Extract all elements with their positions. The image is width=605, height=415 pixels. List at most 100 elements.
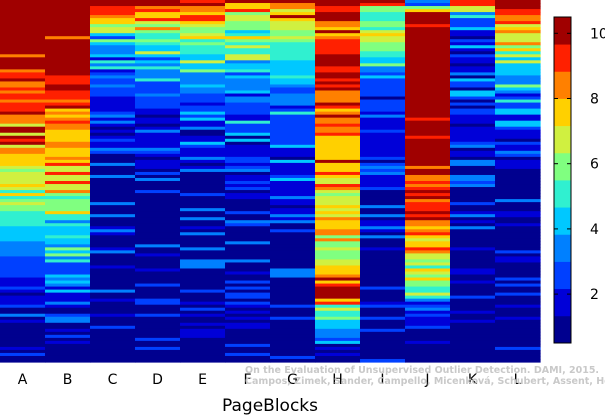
heatmap-cell	[90, 187, 136, 191]
heatmap-cell	[90, 60, 136, 64]
heatmap-cell	[360, 93, 406, 98]
heatmap-cell	[0, 153, 46, 158]
heatmap-cell	[45, 298, 91, 303]
heatmap-cell	[450, 150, 496, 155]
heatmap-cell	[315, 313, 361, 318]
heatmap-cell	[180, 223, 226, 227]
heatmap-cell	[45, 241, 91, 245]
heatmap-cell	[405, 205, 451, 209]
heatmap-cell	[90, 144, 136, 149]
heatmap-cell	[270, 66, 316, 70]
heatmap-cell	[225, 238, 271, 242]
heatmap-cell	[405, 114, 451, 119]
heatmap-cell	[0, 274, 46, 279]
heatmap-cell	[360, 60, 406, 64]
heatmap-cell	[180, 334, 226, 339]
heatmap-cell	[0, 162, 46, 167]
heatmap-cell	[495, 39, 541, 43]
heatmap-cell	[90, 334, 136, 339]
heatmap-cell	[225, 120, 271, 125]
heatmap-cell	[315, 187, 361, 191]
heatmap-cell	[270, 208, 316, 212]
heatmap-cell	[360, 48, 406, 52]
heatmap-cell	[450, 232, 496, 236]
heatmap-cell	[495, 211, 541, 215]
heatmap-cell	[0, 310, 46, 315]
heatmap-cell	[225, 57, 271, 61]
heatmap-cell	[225, 205, 271, 209]
heatmap-cell	[495, 135, 541, 140]
heatmap-cell	[495, 184, 541, 188]
heatmap-cell	[45, 126, 91, 131]
heatmap-cell	[135, 262, 181, 267]
heatmap-cell	[45, 132, 91, 137]
heatmap-cell	[225, 60, 271, 64]
heatmap-cell	[45, 135, 91, 140]
heatmap-cell	[360, 262, 406, 267]
heatmap-cell	[360, 168, 406, 173]
colorbar-band	[554, 44, 571, 72]
heatmap-cell	[45, 60, 91, 64]
heatmap-column-f	[225, 0, 271, 363]
heatmap-cell	[495, 108, 541, 113]
heatmap-cell	[180, 355, 226, 360]
heatmap-cell	[45, 165, 91, 170]
heatmap-cell	[180, 90, 226, 95]
heatmap-cell	[0, 156, 46, 161]
heatmap-cell	[360, 319, 406, 324]
heatmap-cell	[405, 322, 451, 327]
heatmap-cell	[450, 54, 496, 58]
heatmap-cell	[270, 69, 316, 73]
heatmap-cell	[0, 33, 46, 37]
heatmap-cell	[450, 199, 496, 203]
heatmap-cell	[0, 39, 46, 43]
heatmap-cell	[315, 205, 361, 209]
heatmap-cell	[270, 334, 316, 339]
heatmap-cell	[0, 268, 46, 273]
heatmap-cell	[0, 9, 46, 13]
heatmap-cell	[450, 135, 496, 140]
heatmap-cell	[225, 72, 271, 77]
heatmap-cell	[90, 196, 136, 200]
heatmap-cell	[450, 259, 496, 264]
heatmap-cell	[135, 340, 181, 345]
heatmap-cell	[405, 36, 451, 40]
heatmap-cell	[315, 144, 361, 149]
heatmap-cell	[90, 241, 136, 245]
heatmap-cell	[180, 271, 226, 276]
heatmap-cell	[225, 223, 271, 227]
heatmap-cell	[450, 156, 496, 161]
heatmap-cell	[495, 126, 541, 131]
colorbar	[553, 16, 572, 344]
heatmap-cell	[135, 253, 181, 258]
heatmap-cell	[315, 33, 361, 37]
heatmap-cell	[315, 277, 361, 282]
heatmap-cell	[135, 105, 181, 110]
x-tick-label: E	[198, 372, 207, 388]
heatmap-cell	[450, 18, 496, 22]
heatmap-cell	[270, 181, 316, 185]
heatmap-cell	[405, 286, 451, 291]
heatmap-cell	[495, 30, 541, 34]
heatmap-cell	[495, 54, 541, 58]
heatmap-cell	[270, 171, 316, 176]
heatmap-cell	[90, 310, 136, 315]
heatmap-cell	[225, 123, 271, 128]
heatmap-cell	[450, 162, 496, 167]
heatmap-cell	[405, 268, 451, 273]
heatmap-cell	[135, 307, 181, 312]
heatmap-cell	[450, 190, 496, 194]
heatmap-cell	[0, 283, 46, 288]
heatmap-cell	[180, 15, 226, 19]
heatmap-cell	[180, 346, 226, 351]
heatmap-cell	[45, 21, 91, 25]
heatmap-cell	[315, 256, 361, 261]
heatmap-cell	[45, 244, 91, 248]
heatmap-cell	[405, 316, 451, 321]
heatmap-cell	[315, 150, 361, 155]
heatmap-cell	[90, 274, 136, 279]
heatmap-cell	[495, 325, 541, 330]
heatmap-cell	[405, 156, 451, 161]
heatmap-cell	[225, 256, 271, 261]
heatmap-cell	[225, 235, 271, 239]
